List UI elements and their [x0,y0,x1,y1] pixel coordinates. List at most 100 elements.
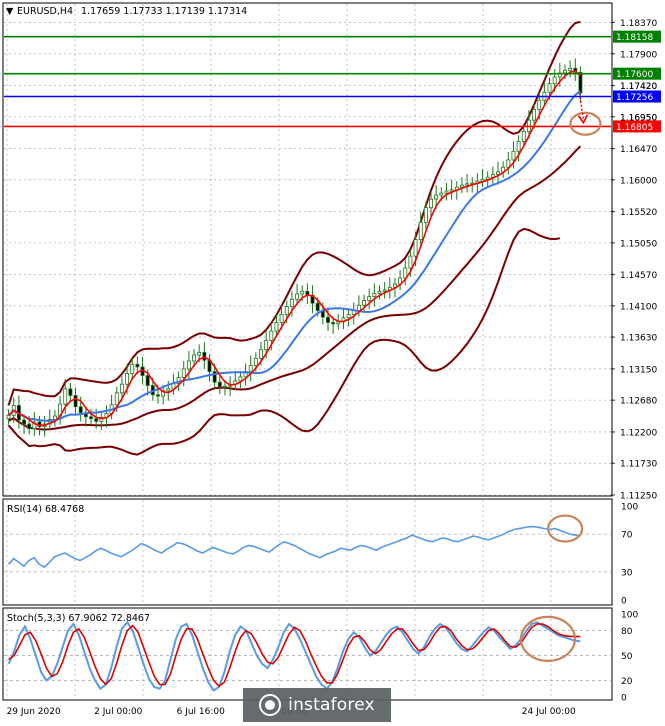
candle-body [295,293,300,300]
candle-body [367,296,372,301]
instaforex-logo-icon [259,694,282,716]
candle-body [73,395,78,408]
candle-body [279,314,284,323]
red-moving-average-line [8,70,581,427]
candle-body [552,76,557,85]
candle-body [32,421,37,430]
rsi-line [8,525,581,569]
candle-body [284,306,289,315]
candle-body [68,388,73,396]
candle-body [274,322,279,332]
candle-body [532,109,537,121]
candle-body [465,183,470,186]
level-tag-1.17600 [613,67,661,80]
stoch-tick-label: 20 [621,677,633,687]
candle-body [202,351,207,361]
price-panel-frame [2,2,613,497]
candle-body [22,419,26,425]
rsi-tick-label: 30 [621,568,633,578]
candle-body [89,416,93,420]
candle-body [156,394,160,397]
candle-body [27,423,32,430]
candle-body [192,354,196,362]
candle-body [264,340,269,351]
price-tick-label: 1.13630 [620,334,657,344]
level-tag-text-1.17256: 1.17256 [616,93,653,103]
price-tick-label: 1.16470 [620,145,657,155]
candle-body [429,198,433,209]
candle-body [135,363,140,368]
candle-body [331,322,336,325]
price-tick-label: 1.16000 [620,176,657,186]
time-tick-label: 2 Jul 00:00 [94,707,143,717]
candle-body [459,184,464,188]
price-tick-label: 1.12680 [620,397,657,407]
price-tick-label: 1.17420 [620,82,657,92]
stoch-tick-label: 50 [621,652,633,662]
price-tick-label: 1.15520 [620,208,657,218]
candle-body [197,351,202,356]
price-tick-label: 1.16950 [620,113,657,123]
stoch-tick-label: 80 [621,627,633,637]
candle-body [289,298,294,307]
candle-body [217,381,222,388]
candle-body [315,302,320,311]
blue-moving-average-line [7,90,582,422]
time-tick-label: 24 Jul 00:00 [522,707,576,717]
price-tick-label: 1.16950 [620,113,657,123]
candle-body [259,349,263,359]
stoch-tick-label: 0 [621,694,627,704]
candle-body [516,140,521,152]
lower-band-line [7,227,560,456]
chart-ohlc-label: 1.17659 1.17733 1.17139 1.17314 [81,6,247,17]
candle-body [223,385,227,388]
candle-body [444,190,449,194]
candle-body [578,71,583,94]
candle-body [253,357,258,367]
candle-body [145,375,150,386]
candle-body [130,363,135,374]
chart-symbol-label: EURUSD,H4 [17,6,73,17]
rsi-label: RSI(14) 68.4768 [7,504,84,515]
candle-body [449,189,454,192]
candle-body [248,365,253,372]
watermark: instaforex [243,688,391,722]
candle-body [496,171,500,175]
price-tick-label: 1.13150 [620,365,657,375]
target-circle-annotation [569,111,602,136]
level-tag-text-1.17600: 1.17600 [616,70,653,80]
candle-body [434,194,439,200]
candle-body [408,255,413,269]
stoch-label: Stoch(5,3,3) 67.9062 72.8467 [7,613,150,624]
candle-body [300,290,305,295]
rsi-panel-frame [2,498,613,606]
candle-body [114,392,119,406]
collapse-triangle-icon[interactable]: ▼ [6,6,14,17]
level-tag-text-1.16805: 1.16805 [616,123,653,133]
level-tag-1.17256 [613,90,661,103]
candle-body [537,99,542,110]
stoch-signal-line [8,623,581,688]
price-tick-label: 1.14100 [620,302,657,312]
price-tick-label: 1.17900 [620,50,657,60]
candle-body [78,406,83,414]
price-tick-label: 1.12200 [620,428,657,438]
candle-body [212,371,217,383]
candle-body [362,300,366,306]
arrow-dash-line [578,92,585,120]
candle-body [563,69,567,74]
candle-body [186,360,191,370]
level-tag-1.18158 [613,30,661,43]
stoch-circle-annotation [519,615,577,663]
candle-body [166,388,171,392]
down-arrow-icon [577,114,589,125]
price-tick-label: 1.11730 [620,460,657,470]
candle-body [238,376,243,382]
candle-body [372,292,377,298]
price-tick-label: 1.11250 [620,492,657,502]
candle-body [382,289,387,292]
candle-body [511,150,516,161]
time-tick-label: 29 Jun 2020 [7,707,61,717]
